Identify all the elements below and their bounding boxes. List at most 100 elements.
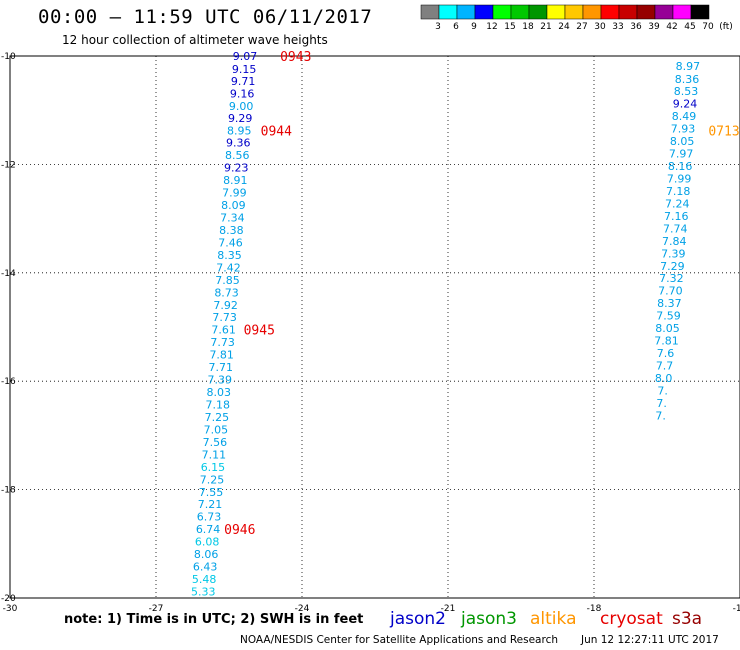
wave-height-value: 7.70	[658, 285, 683, 298]
scale-swatch	[510, 4, 530, 20]
wave-height-value: 7.56	[203, 436, 228, 449]
pass-time-label: 0946	[224, 523, 255, 538]
longitude-tick-label: -27	[149, 604, 164, 614]
wave-height-value: 8.53	[674, 85, 699, 98]
wave-height-value: 8.37	[657, 297, 682, 310]
wave-height-value: 7.34	[220, 212, 245, 225]
pass-time-label: 0944	[261, 124, 292, 139]
wave-height-value: 5.33	[191, 585, 216, 598]
latitude-tick-label: -18	[1, 486, 16, 496]
legend-altika: altika	[530, 609, 577, 629]
wave-height-value: 6.08	[195, 536, 220, 549]
wave-height-value: 7.81	[654, 335, 679, 348]
wave-height-value: 9.16	[230, 87, 255, 100]
wave-height-value: 8.35	[217, 249, 242, 262]
wave-height-value: 7.84	[662, 235, 687, 248]
scale-label: 42	[666, 22, 677, 32]
scale-swatch	[474, 4, 494, 20]
latitude-tick-label: -20	[1, 594, 16, 604]
scale-label: 9	[471, 22, 477, 32]
longitude-tick-label: -30	[3, 604, 18, 614]
scale-label: 27	[576, 22, 587, 32]
scale-swatch	[582, 4, 602, 20]
wave-height-value: 7.73	[210, 336, 235, 349]
wave-height-value: 8.16	[668, 160, 693, 173]
latitude-tick-label: -12	[1, 160, 16, 170]
wave-height-value: 7.92	[213, 299, 238, 312]
wave-height-value: 7.71	[208, 361, 233, 374]
scale-swatch	[438, 4, 458, 20]
wave-height-value: 8.56	[225, 149, 250, 162]
scale-swatch	[654, 4, 674, 20]
wave-height-value: 9.15	[232, 63, 257, 76]
scale-swatch	[564, 4, 584, 20]
scale-swatch	[618, 4, 638, 20]
scale-swatch	[636, 4, 656, 20]
wave-height-value: 7.73	[212, 311, 237, 324]
latitude-tick-label: -16	[1, 377, 16, 387]
wave-height-value: 7.	[657, 384, 668, 397]
wave-height-value: 7.11	[202, 448, 227, 461]
scale-label: 12	[486, 22, 497, 32]
wave-height-value: 7.85	[215, 274, 240, 287]
legend-jason3: jason3	[461, 609, 517, 629]
wave-height-value: 9.29	[228, 112, 253, 125]
scale-label: 45	[684, 22, 695, 32]
scale-label: 15	[504, 22, 515, 32]
scale-label: 3	[435, 22, 441, 32]
scale-label: 6	[453, 22, 459, 32]
wave-height-value: 6.43	[193, 561, 218, 574]
pass-time-label: 0713	[708, 124, 739, 139]
wave-height-value: 7.97	[669, 148, 694, 161]
wave-height-value: 6.74	[196, 523, 221, 536]
wave-height-value: 9.71	[231, 75, 256, 88]
wave-height-value: 7.29	[660, 260, 685, 273]
longitude-tick-label: -21	[441, 604, 456, 614]
wave-height-value: 9.23	[224, 162, 249, 175]
scale-label: 30	[594, 22, 606, 32]
wave-height-value: 7.05	[204, 423, 229, 436]
wave-height-value: 7.93	[671, 123, 696, 136]
wave-height-value: 8.06	[194, 548, 219, 561]
wave-height-value: 9.24	[673, 98, 698, 111]
scale-swatch	[420, 4, 440, 20]
wave-height-value: 7.42	[216, 261, 241, 274]
wave-height-value: 7.39	[661, 247, 686, 260]
wave-height-value: 8.03	[207, 386, 232, 399]
scale-label: 24	[558, 22, 570, 32]
pass-time-label: 0945	[244, 324, 275, 339]
scale-swatch	[690, 4, 710, 20]
wave-height-value: 7.24	[665, 197, 690, 210]
scale-label: 70	[702, 22, 714, 32]
wave-height-value: 7.18	[206, 399, 231, 412]
legend-cryosat: cryosat	[600, 609, 663, 629]
wave-height-value: 7.39	[208, 374, 233, 387]
wave-height-value: 8.0	[655, 372, 673, 385]
scale-label: 18	[522, 22, 534, 32]
legend-jason2: jason2	[390, 609, 446, 629]
wave-height-value: 7.18	[666, 185, 691, 198]
footer-generated-time: Jun 12 12:27:11 UTC 2017	[581, 634, 719, 646]
scale-label: 21	[540, 22, 551, 32]
wave-height-value: 8.73	[214, 286, 239, 299]
legend-s3a: s3a	[672, 609, 703, 629]
wave-height-value: 6.73	[197, 511, 222, 524]
wave-height-value: 5.48	[192, 573, 217, 586]
wave-height-value: 9.36	[226, 137, 251, 150]
wave-height-value: 8.49	[672, 110, 697, 123]
footer-credit: NOAA/NESDIS Center for Satellite Applica…	[240, 634, 558, 646]
longitude-tick-label: -18	[587, 604, 602, 614]
wave-height-value: 8.97	[676, 60, 701, 73]
latitude-tick-label: -14	[1, 269, 16, 279]
wave-height-value: 6.15	[201, 461, 226, 474]
wave-height-value: 7.25	[205, 411, 230, 424]
map-frame	[9, 55, 740, 599]
page-title: 00:00 – 11:59 UTC 06/11/2017	[38, 6, 373, 28]
wave-height-value: 7.81	[209, 349, 234, 362]
wave-height-value: 7.74	[663, 222, 688, 235]
wave-height-value: 7.7	[656, 359, 674, 372]
scale-swatch	[600, 4, 620, 20]
scale-label: 33	[612, 22, 623, 32]
wave-height-value: 7.46	[218, 236, 243, 249]
wave-height-value: 7.6	[657, 347, 675, 360]
